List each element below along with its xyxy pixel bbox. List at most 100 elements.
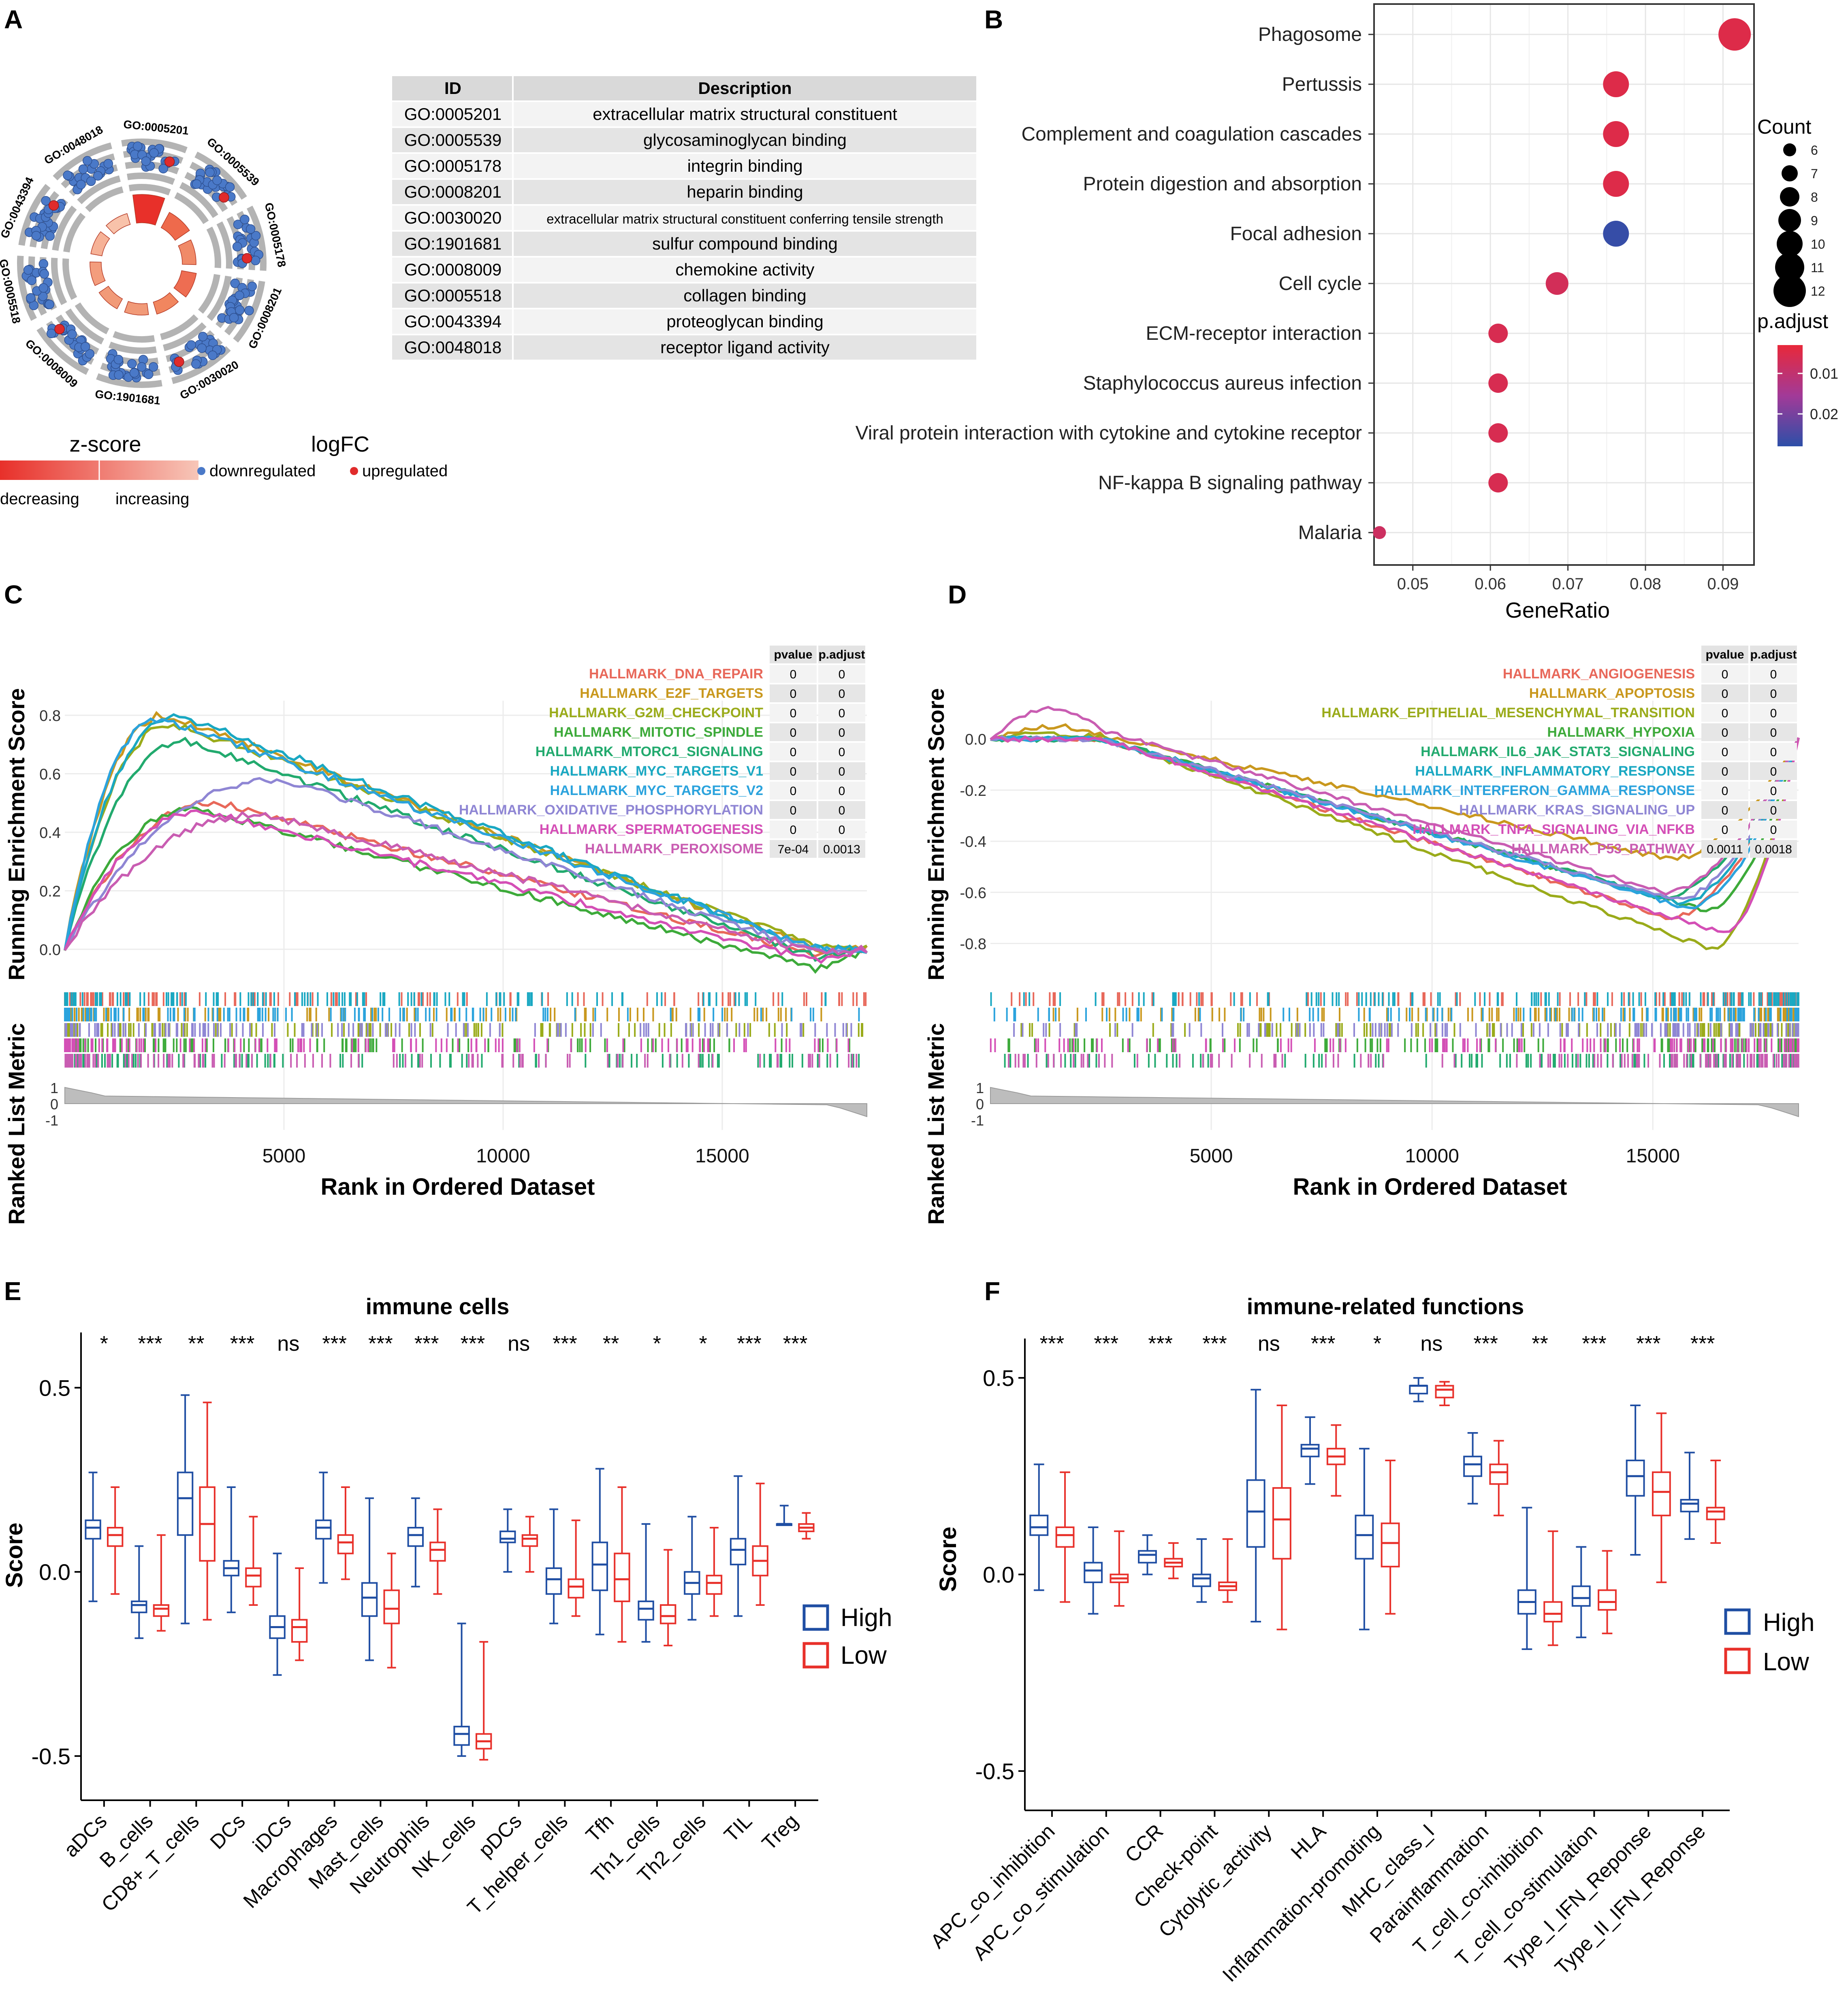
gsea-padjust: 0 [1770, 746, 1777, 759]
box-low [1652, 1471, 1671, 1516]
gsea-geneset-label: HALLMARK_P53_PATHWAY [1511, 841, 1695, 857]
f-legend: High Low [1724, 1608, 1815, 1676]
box-high [1463, 1456, 1482, 1477]
count-legend-dot [1780, 187, 1799, 207]
box-high [177, 1471, 194, 1536]
gsea-pvalue: 0 [1722, 823, 1728, 837]
box-significance: * [699, 1332, 707, 1356]
gsea-padjust: 0 [839, 784, 845, 798]
gsea-table-header-padjust: p.adjust [818, 648, 865, 661]
gene-dot-upregulated [219, 192, 229, 203]
gsea-x-tick-label: 10000 [476, 1145, 530, 1167]
gsea-padjust: 0 [1770, 765, 1777, 778]
gsea-geneset-label: HALLMARK_MYC_TARGETS_V1 [550, 763, 763, 779]
table-header-cell [392, 76, 512, 100]
gsea-geneset-label: HALLMARK_MTORC1_SIGNALING [536, 744, 763, 759]
gsea-x-tick-label: 10000 [1405, 1145, 1459, 1167]
count-legend-label: 8 [1811, 190, 1818, 205]
count-legend-label: 11 [1811, 260, 1824, 275]
panel-e-immune-cells: immune cells Score 0.50.0-0.5aDCs*B_cell… [1, 1294, 892, 1919]
table-row-cell [392, 180, 512, 204]
gene-dot-upregulated [241, 253, 252, 264]
gene-dot-downregulated [229, 313, 239, 323]
gsea-padjust: 0 [839, 707, 845, 720]
gene-dot-downregulated [232, 242, 242, 252]
e-legend-low-swatch [802, 1642, 829, 1669]
gsea-x-tick-label: 5000 [1190, 1145, 1233, 1167]
gene-dot-downregulated [186, 340, 196, 350]
gene-dot-upregulated [48, 200, 59, 211]
table-row-cell [514, 128, 976, 152]
gene-dot-downregulated [67, 329, 77, 339]
gsea-y-tick-label: 0.4 [39, 825, 61, 842]
gsea-y-tick-label: 0.8 [39, 708, 61, 725]
c-x-axis-label: Rank in Ordered Dataset [321, 1174, 595, 1200]
gene-dot-downregulated [197, 343, 207, 353]
table-cell-go-id: GO:0005201 [404, 104, 502, 124]
gsea-padjust: 0.0018 [1755, 843, 1792, 856]
table-cell-description: proteoglycan binding [666, 312, 824, 331]
box-low [614, 1552, 630, 1602]
gsea-pvalue: 0 [790, 746, 797, 759]
count-legend-label: 9 [1811, 213, 1818, 228]
go-zscore-bar [178, 239, 196, 265]
box-category-label: CCR [1120, 1820, 1167, 1867]
gene-dot-downregulated [76, 179, 86, 190]
gsea-table-cell [1701, 762, 1748, 780]
table-cell-description: extracellular matrix structural constitu… [593, 104, 897, 124]
panel-label-c: C [4, 580, 23, 609]
b-term-label: Phagosome [1258, 24, 1362, 45]
gene-dot-downregulated [38, 283, 49, 293]
b-x-tick-label: 0.05 [1397, 575, 1429, 593]
box-high [361, 1582, 378, 1617]
table-cell-go-id: GO:1901681 [404, 234, 502, 253]
box-y-tick-label: 0.0 [39, 1559, 70, 1585]
table-cell-go-id: GO:0008201 [404, 182, 502, 201]
table-row-cell [392, 154, 512, 178]
gsea-table-cell [1750, 743, 1797, 761]
gene-dot-downregulated [127, 359, 137, 369]
go-zscore-bar [153, 292, 179, 315]
gsea-x-tick-label: 15000 [695, 1145, 749, 1167]
box-y-tick-label: -0.5 [975, 1759, 1015, 1784]
go-ring-segment [77, 175, 121, 205]
gsea-table-header-pvalue: pvalue [774, 648, 812, 661]
go-ring-segment [17, 256, 37, 321]
gsea-pvalue: 7e-04 [778, 843, 809, 856]
box-low [1055, 1526, 1075, 1548]
box-low [245, 1567, 262, 1588]
gene-dot-downregulated [31, 231, 41, 241]
gsea-table-cell [818, 801, 865, 819]
metric-tick-label: -1 [45, 1112, 58, 1129]
box-high [1571, 1585, 1591, 1607]
gene-dot-downregulated [251, 231, 261, 241]
box-significance: *** [1148, 1332, 1173, 1356]
gsea-table-header-pvalue: pvalue [1705, 648, 1744, 661]
gsea-pvalue: 0 [790, 804, 797, 817]
box-high [1138, 1550, 1157, 1564]
table-row-cell [392, 128, 512, 152]
box-high [85, 1519, 101, 1540]
box-significance: *** [1311, 1332, 1336, 1356]
go-ring-segment [51, 258, 67, 305]
box-significance: * [100, 1332, 108, 1356]
gene-dot-downregulated [45, 299, 55, 309]
gsea-table-cell [1750, 840, 1797, 858]
gsea-curve [64, 811, 868, 956]
gsea-curve [64, 717, 868, 955]
box-high [1084, 1562, 1103, 1583]
panel-label-e: E [4, 1277, 21, 1306]
gene-dot-downregulated [129, 368, 139, 378]
gsea-pvalue: 0 [790, 823, 797, 837]
legend-upregulated-label: upregulated [362, 462, 448, 480]
gsea-curve [64, 800, 868, 957]
b-term-dot [1488, 423, 1508, 443]
e-y-axis-label: Score [1, 1522, 28, 1588]
go-ring-segment [85, 186, 124, 212]
gsea-x-tick-label: 5000 [262, 1145, 306, 1167]
zscore-high-label: increasing [115, 490, 189, 508]
gsea-table-cell [818, 665, 865, 683]
gene-dot-upregulated [174, 356, 184, 367]
gsea-table-cell [1701, 723, 1748, 741]
